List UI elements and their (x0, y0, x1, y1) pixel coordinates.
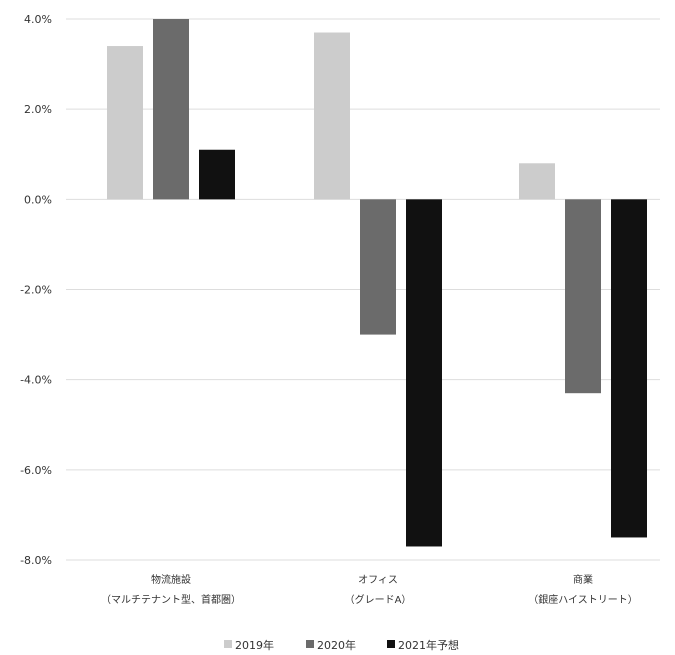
y-tick-label: -8.0% (20, 554, 52, 567)
bar (360, 199, 396, 335)
legend-swatch (306, 640, 314, 648)
legend-item: 2019年 (224, 638, 274, 652)
legend: 2019年 2020年 2021年予想 (224, 638, 459, 652)
x-category-label: （銀座ハイストリート） (528, 593, 638, 606)
x-axis: 物流施設 （マルチテナント型、首都圏） オフィス （グレードA） 商業 （銀座ハイストリー… (101, 573, 638, 606)
bar (107, 46, 143, 200)
bar (153, 19, 189, 200)
y-tick-label: 0.0% (24, 193, 52, 206)
legend-swatch (224, 640, 232, 648)
y-tick-label: -6.0% (20, 464, 52, 477)
x-category-label: オフィス (358, 574, 398, 586)
y-tick-label: -2.0% (20, 284, 52, 297)
x-category-label: 物流施設 (151, 573, 191, 586)
bar (611, 199, 647, 538)
legend-label: 2021年予想 (398, 638, 459, 652)
bars (107, 19, 647, 547)
x-category-label: （マルチテナント型、首都圏） (101, 593, 241, 606)
bar (314, 32, 350, 200)
bar (565, 199, 601, 394)
x-category-label: （グレードA） (345, 593, 412, 606)
legend-label: 2019年 (235, 638, 274, 652)
bar (406, 199, 442, 547)
x-category-label: 商業 (573, 573, 593, 586)
y-tick-label: 2.0% (24, 103, 52, 116)
legend-swatch (387, 640, 395, 648)
bar (519, 163, 555, 200)
y-axis: 4.0% 2.0% 0.0% -2.0% -4.0% -6.0% -8.0% (20, 13, 52, 567)
bar (199, 149, 235, 200)
y-tick-label: -4.0% (20, 374, 52, 387)
y-tick-label: 4.0% (24, 13, 52, 26)
legend-item: 2021年予想 (387, 638, 459, 652)
legend-item: 2020年 (306, 638, 356, 652)
legend-label: 2020年 (317, 638, 356, 652)
